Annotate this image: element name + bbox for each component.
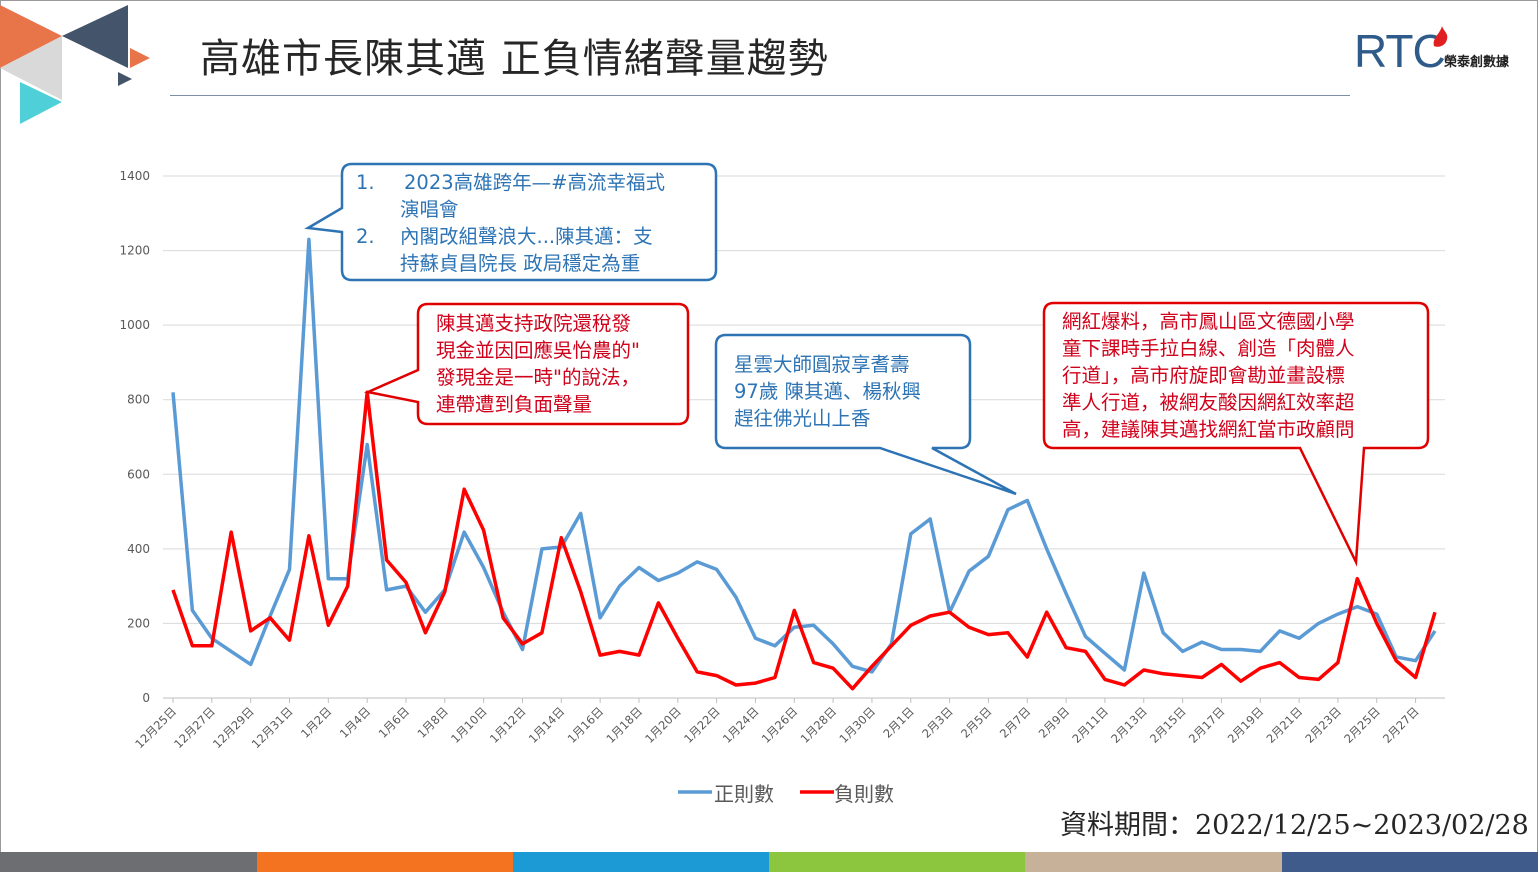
x-tick-label: 1月24日 xyxy=(720,704,762,746)
callout-blue-1-line3: 內閣改組聲浪大...陳其邁：支 xyxy=(400,225,653,248)
x-tick-label: 2月23日 xyxy=(1302,704,1344,746)
x-tick-label: 1月8日 xyxy=(414,704,451,741)
x-tick-label: 12月27日 xyxy=(171,704,218,751)
y-axis-labels: 0 200 400 600 800 1000 1200 1400 xyxy=(119,169,150,705)
logo-letters: RTC xyxy=(1354,25,1446,77)
bottom-bar-seg-4 xyxy=(769,852,1026,872)
callout-red-1-text: 陳其邁支持政院還稅發 現金並因回應吳怡農的" 發現金是一時"的說法， 連帶遭到負… xyxy=(436,312,640,416)
x-tick-label: 12月25日 xyxy=(132,704,179,751)
x-tick-label: 2月15日 xyxy=(1147,704,1189,746)
x-tick-label: 2月21日 xyxy=(1264,704,1306,746)
decor-triangle-navy xyxy=(62,5,128,68)
decor-triangle-small-orange xyxy=(130,48,150,68)
callout-red-1-box xyxy=(363,302,690,426)
x-tick-label: 1月22日 xyxy=(681,704,723,746)
y-tick-label: 400 xyxy=(127,542,150,556)
x-tick-label: 1月26日 xyxy=(759,704,801,746)
x-tick-label: 1月4日 xyxy=(337,704,374,741)
bottom-bar-seg-3 xyxy=(513,852,770,872)
x-tick-label: 1月14日 xyxy=(526,704,568,746)
callout-blue-1-num2: 2. xyxy=(356,225,375,248)
decor-triangle-small-navy xyxy=(118,72,132,86)
x-tick-label: 12月31日 xyxy=(249,704,296,751)
y-tick-label: 800 xyxy=(127,393,150,407)
company-logo: RTC 榮泰創數據 xyxy=(1354,22,1534,82)
series-layer xyxy=(171,237,1437,691)
x-tick-label: 2月27日 xyxy=(1380,704,1422,746)
legend-negative-label: 負則數 xyxy=(834,782,894,806)
y-tick-label: 1000 xyxy=(119,318,150,332)
bottom-bar-seg-2 xyxy=(257,852,514,872)
callout-blue-1-line4: 持蘇貞昌院長 政局穩定為重 xyxy=(400,252,641,275)
bottom-bar-seg-1 xyxy=(0,852,257,872)
callout-blue-2-text: 星雲大師圓寂享耆壽 97歲 陳其邁、楊秋興 趕往佛光山上香 xyxy=(734,353,922,430)
callout-red-2-text: 網紅爆料，高市鳳山區文德國小學 童下課時手拉白線、創造「肉體人 行道」，高市府旋… xyxy=(1062,310,1355,441)
x-tick-label: 1月2日 xyxy=(298,704,335,741)
page-title: 高雄市長陳其邁 正負情緒聲量趨勢 xyxy=(200,36,829,82)
x-tick-label: 1月12日 xyxy=(487,704,529,746)
x-tick-label: 2月25日 xyxy=(1341,704,1383,746)
x-tick-label: 12月29日 xyxy=(210,704,257,751)
x-tick-label: 2月3日 xyxy=(919,704,956,741)
decor-triangle-teal xyxy=(20,82,62,124)
callout-blue-1-num1: 1. xyxy=(356,171,375,194)
x-tick-label: 2月17日 xyxy=(1186,704,1228,746)
y-tick-label: 0 xyxy=(142,691,150,705)
title-divider xyxy=(170,95,1350,96)
corner-decoration xyxy=(0,5,150,124)
bottom-bar-seg-5 xyxy=(1025,852,1282,872)
decor-triangle-gray xyxy=(0,36,62,100)
callout-blue-1-line2: 演唱會 xyxy=(400,198,459,221)
x-tick-label: 1月6日 xyxy=(376,704,413,741)
x-tick-label: 2月19日 xyxy=(1225,704,1267,746)
callout-red-2-box xyxy=(1042,301,1430,567)
y-tick-label: 1400 xyxy=(119,169,150,183)
x-tick-label: 1月30日 xyxy=(836,704,878,746)
x-tick-label: 2月1日 xyxy=(880,704,917,741)
y-tick-label: 1200 xyxy=(119,244,150,258)
callout-blue-1-box xyxy=(304,162,718,282)
x-tick-label: 1月20日 xyxy=(642,704,684,746)
x-tick-label: 1月16日 xyxy=(565,704,607,746)
data-period: 資料期間：2022/12/25~2023/02/28 xyxy=(1060,810,1529,841)
logo-subtitle: 榮泰創數據 xyxy=(1444,55,1510,70)
x-tick-label: 1月18日 xyxy=(603,704,645,746)
series-negative-line xyxy=(171,390,1437,691)
x-tick-label: 2月13日 xyxy=(1108,704,1150,746)
x-tick-label: 2月9日 xyxy=(1036,704,1073,741)
legend-positive-label: 正則數 xyxy=(714,782,774,806)
x-tick-label: 2月7日 xyxy=(997,704,1034,741)
x-tick-label: 2月11日 xyxy=(1069,704,1111,746)
callout-blue-2-box xyxy=(714,333,1017,496)
callout-blue-1-line1: 2023高雄跨年—#高流幸福式 xyxy=(404,171,665,194)
x-tick-label: 1月10日 xyxy=(448,704,490,746)
bottom-bar-seg-6 xyxy=(1282,852,1538,872)
decor-triangle-orange xyxy=(0,5,62,68)
x-tick-label: 2月5日 xyxy=(958,704,995,741)
y-tick-label: 200 xyxy=(127,616,150,630)
logo-flame-icon xyxy=(1433,26,1448,47)
series-positive-line xyxy=(171,237,1437,674)
y-tick-label: 600 xyxy=(127,467,150,481)
x-tick-label: 1月28日 xyxy=(798,704,840,746)
